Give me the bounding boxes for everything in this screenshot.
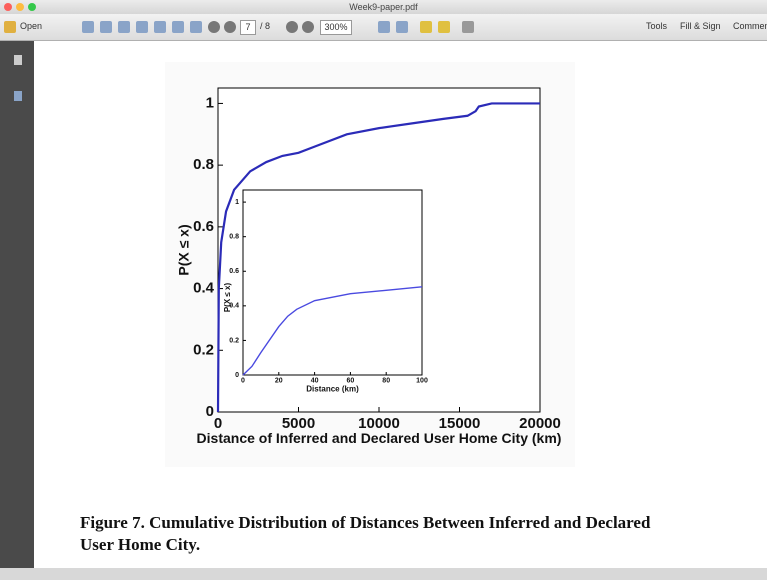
plot-frame [243,190,422,375]
y-tick-label: 0.2 [193,341,214,358]
y-tick-label: 0.6 [229,268,239,275]
x-tick-label: 100 [416,377,428,384]
y-tick-label: 0.4 [193,280,215,297]
x-tick-label: 60 [347,377,355,384]
y-tick-label: 0.2 [229,337,239,344]
y-axis-label: P(X ≤ x) [176,224,192,275]
y-tick-label: 0 [206,403,214,420]
y-tick-label: 0 [235,372,239,379]
y-axis-label: P(X ≤ x) [223,283,232,313]
y-tick-label: 0.8 [229,234,239,241]
figure: 0500010000150002000000.20.40.60.81Distan… [0,0,767,580]
x-tick-label: 0 [241,377,245,384]
y-tick-label: 0.6 [193,218,214,235]
y-tick-label: 1 [206,94,214,111]
figure-caption: Figure 7. Cumulative Distribution of Dis… [80,512,680,556]
status-bar [0,568,767,580]
x-tick-label: 20 [275,377,283,384]
pdf-viewer: Week9-paper.pdf Open 7 / 8 300% Tools Fi… [0,0,767,580]
y-tick-label: 0.8 [193,156,214,173]
y-tick-label: 1 [235,199,239,206]
x-axis-label: Distance of Inferred and Declared User H… [197,430,562,446]
x-tick-label: 40 [311,377,319,384]
x-tick-label: 80 [382,377,390,384]
x-axis-label: Distance (km) [306,385,359,394]
